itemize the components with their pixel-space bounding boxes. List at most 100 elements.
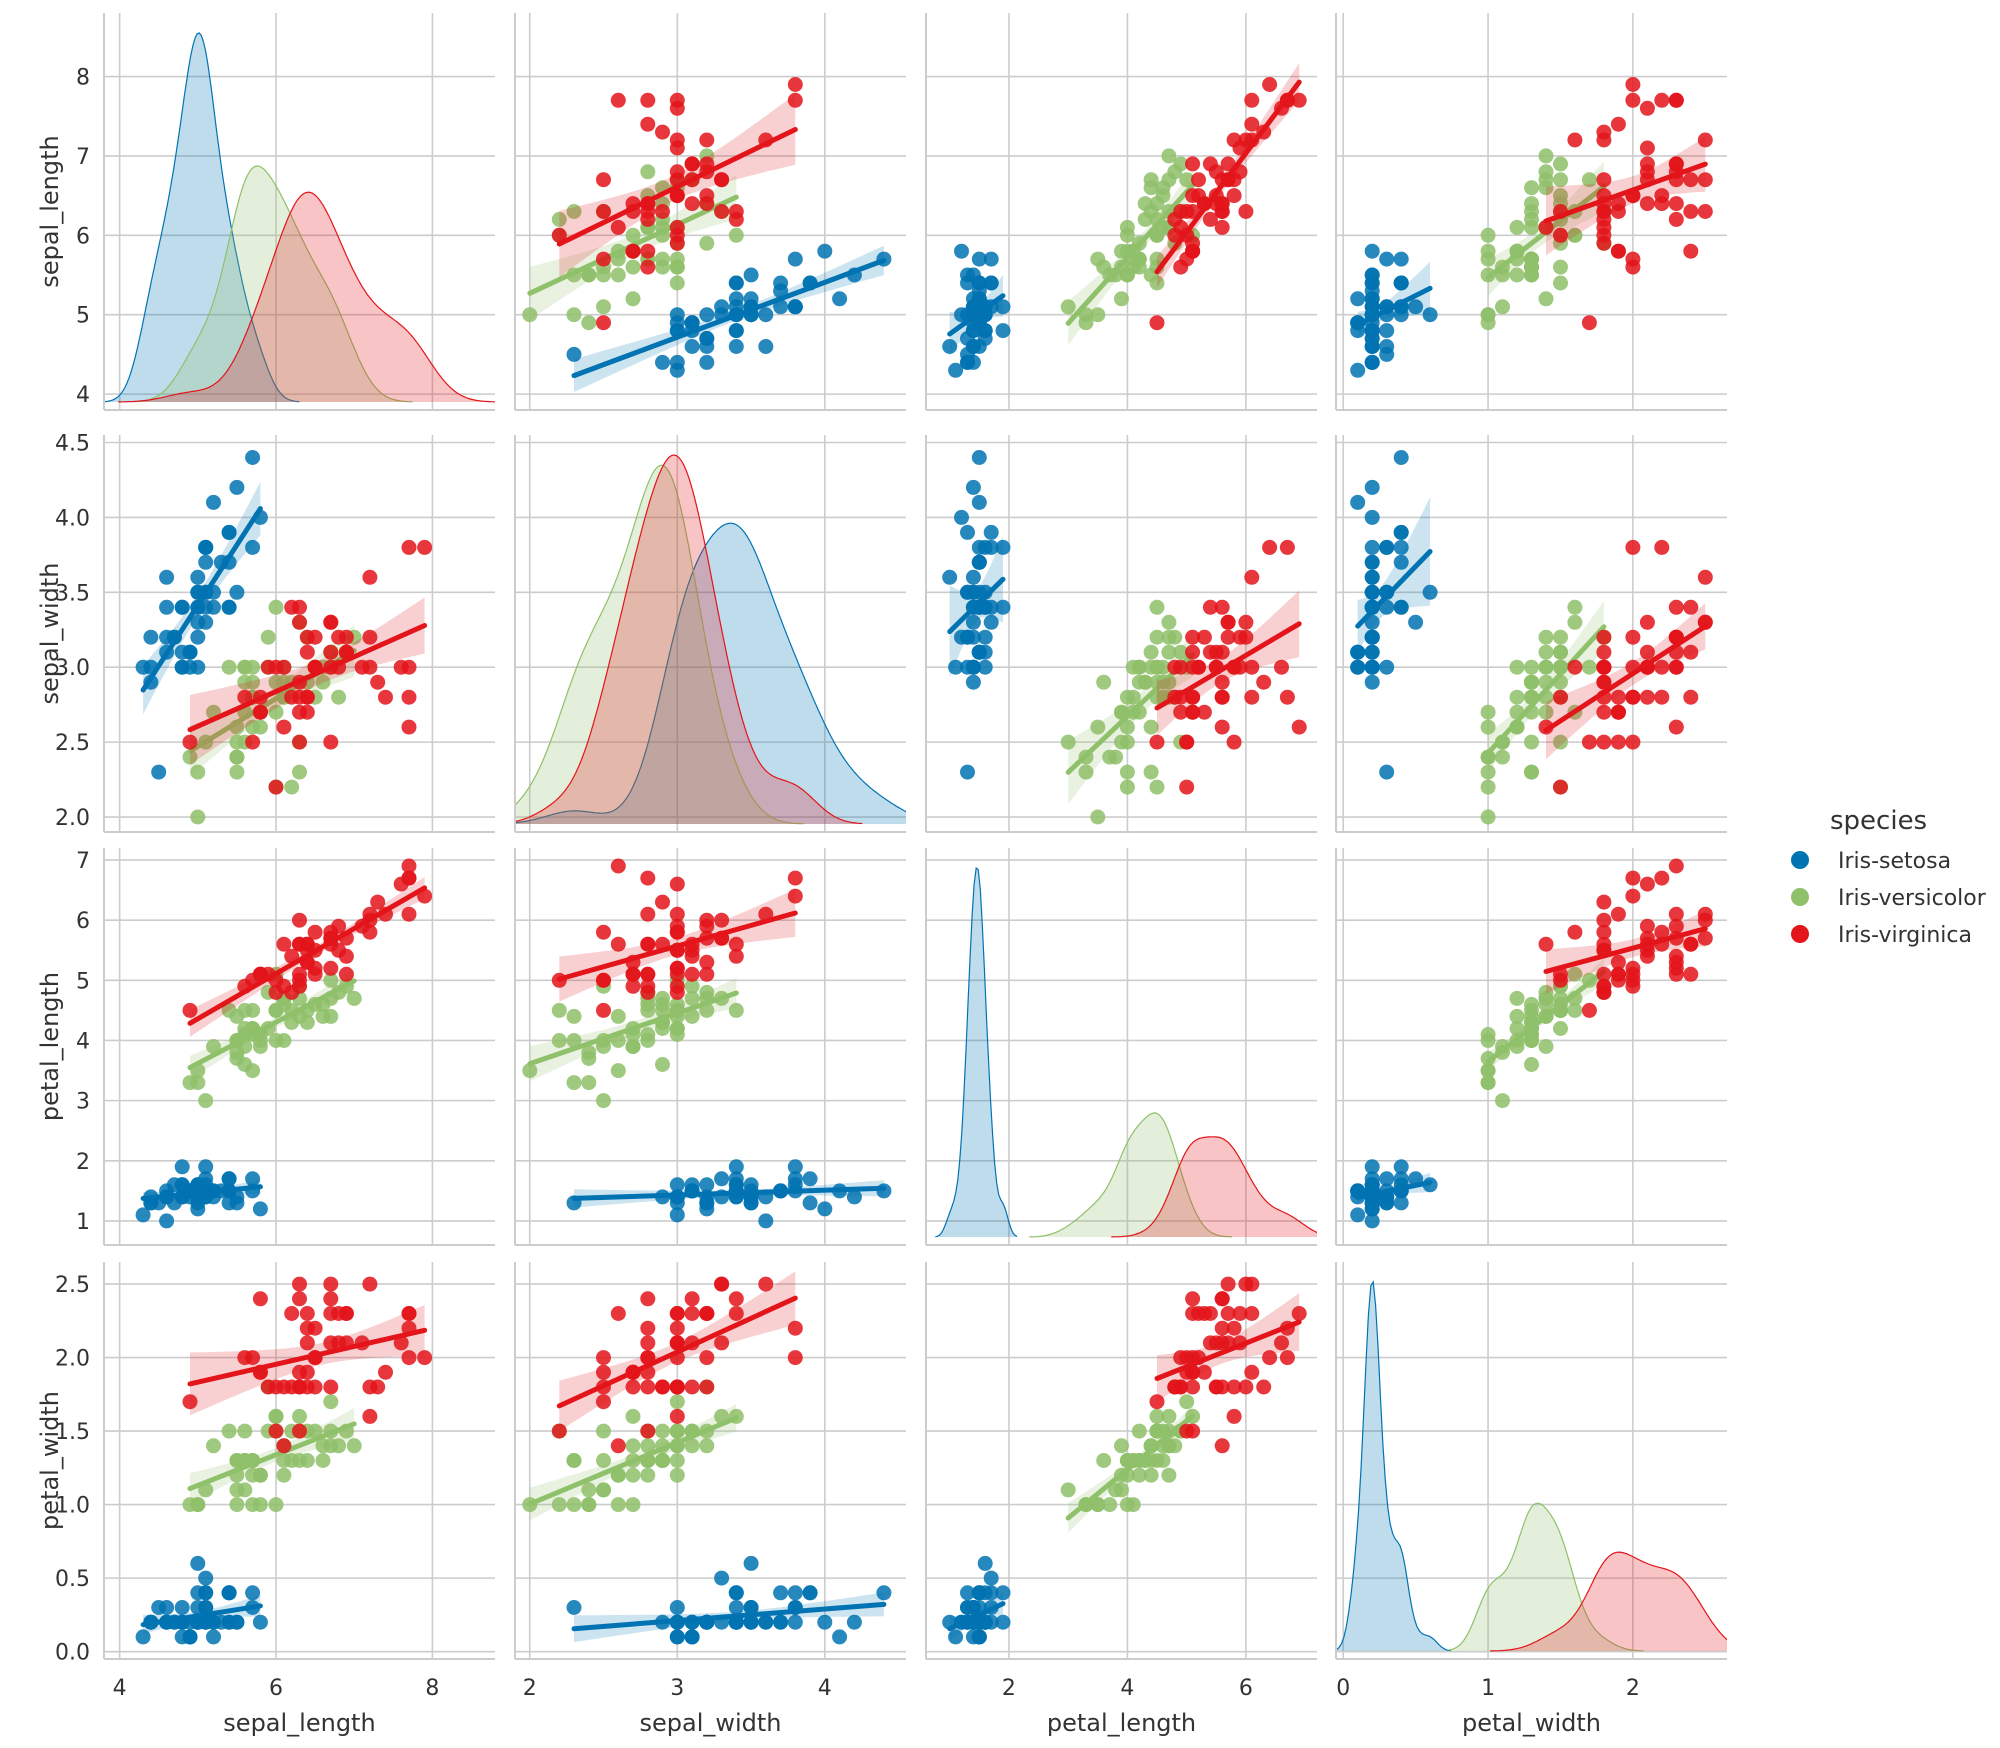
scatter-point [1202,156,1218,172]
scatter-point [159,569,175,585]
panel-body [104,32,495,403]
panel-body [1336,1280,1727,1652]
scatter-point [1119,719,1135,735]
scatter-point [401,906,417,922]
panel-body [135,858,433,1229]
scatter-point [1683,936,1699,952]
scatter-point [1553,156,1568,172]
scatter-point [1232,629,1248,645]
x-tick-label: 4 [113,1676,127,1701]
scatter-point [292,912,307,928]
kde-fill-virginica [1111,1136,1317,1237]
y-tick-label: 2.5 [55,1273,90,1298]
scatter-point [1256,1379,1272,1395]
scatter-point [1220,156,1236,172]
legend-label-virginica: Iris-virginica [1838,923,1972,948]
scatter-point [566,1033,582,1048]
scatter-point [625,227,641,243]
scatter-point [699,196,715,212]
scatter-point [610,1306,626,1321]
scatter-point [1639,948,1655,964]
scatter-point [221,659,237,675]
legend-marker-setosa [1791,851,1809,869]
scatter-point [1625,888,1641,904]
scatter-point [669,1335,685,1351]
scatter-point [315,674,331,690]
scatter-point [1364,644,1380,660]
scatter-point [1364,629,1380,645]
scatter-point [655,204,670,219]
scatter-point [1625,629,1641,645]
scatter-point [1232,1306,1248,1321]
scatter-point [728,1159,744,1175]
scatter-point [1524,211,1539,227]
scatter-point [206,1039,221,1054]
scatter-point [1524,1057,1539,1072]
scatter-point [1495,299,1510,315]
scatter-point [625,1039,641,1054]
scatter-point [1364,584,1380,600]
scatter-point [1393,524,1409,540]
scatter-point [1108,1482,1124,1498]
scatter-point [655,124,670,140]
scatter-point [1226,734,1242,750]
scatter-point [1610,954,1626,970]
scatter-point [1364,323,1380,339]
ci-band-virginica [1546,136,1706,256]
scatter-point [640,1027,656,1042]
scatter-point [596,1423,611,1439]
kde-curve-versicolor [133,165,413,403]
scatter-point [699,1438,715,1454]
regression-line-setosa [571,257,887,379]
x-axis-label-sepal_length: sepal_length [223,1709,375,1737]
scatter-point [728,211,744,227]
scatter-point [268,779,284,795]
scatter-point [1364,1159,1380,1175]
scatter-point [1538,1039,1554,1054]
scatter-point [1668,659,1684,675]
scatter-point [699,918,715,934]
scatter-point [1179,779,1195,795]
scatter-point [625,1438,641,1454]
scatter-point [669,1394,685,1410]
scatter-point [284,779,300,795]
scatter-point [1137,211,1153,227]
scatter-point [787,1585,803,1601]
scatter-point [942,339,958,354]
panel-body [515,454,906,825]
kde-curve-setosa [515,522,906,824]
scatter-point [1119,779,1135,795]
scatter-point [1567,614,1583,630]
regression-line-virginica [1154,79,1302,275]
scatter-point [773,1614,789,1630]
scatter-point [1639,156,1655,172]
scatter-point [362,629,378,645]
scatter-point [596,315,611,331]
scatter-point [566,1008,582,1024]
scatter-point [640,936,656,952]
scatter-point [198,1159,214,1175]
scatter-point [802,1585,818,1601]
scatter-point [417,539,433,555]
scatter-point [965,614,981,630]
scatter-point [151,1600,167,1615]
scatter-point [1480,779,1496,795]
scatter-point [1262,539,1278,555]
scatter-point [237,689,253,705]
scatter-point [669,924,685,940]
scatter-point [1581,734,1597,750]
scatter-point [268,599,284,615]
scatter-point [1220,629,1236,645]
panel-petal_width-vs-petal_length [925,1262,1317,1660]
scatter-point [292,614,307,630]
panel-body [522,1271,892,1645]
x-tick-label: 1 [1481,1676,1495,1701]
y-tick-label: 2.5 [55,731,90,756]
regression-line-versicolor [527,990,739,1067]
scatter-point [1654,659,1670,675]
scatter-point [1480,1063,1496,1079]
scatter-point [1668,948,1684,964]
scatter-point [596,972,611,988]
scatter-point [728,948,744,964]
scatter-point [1214,1438,1230,1454]
